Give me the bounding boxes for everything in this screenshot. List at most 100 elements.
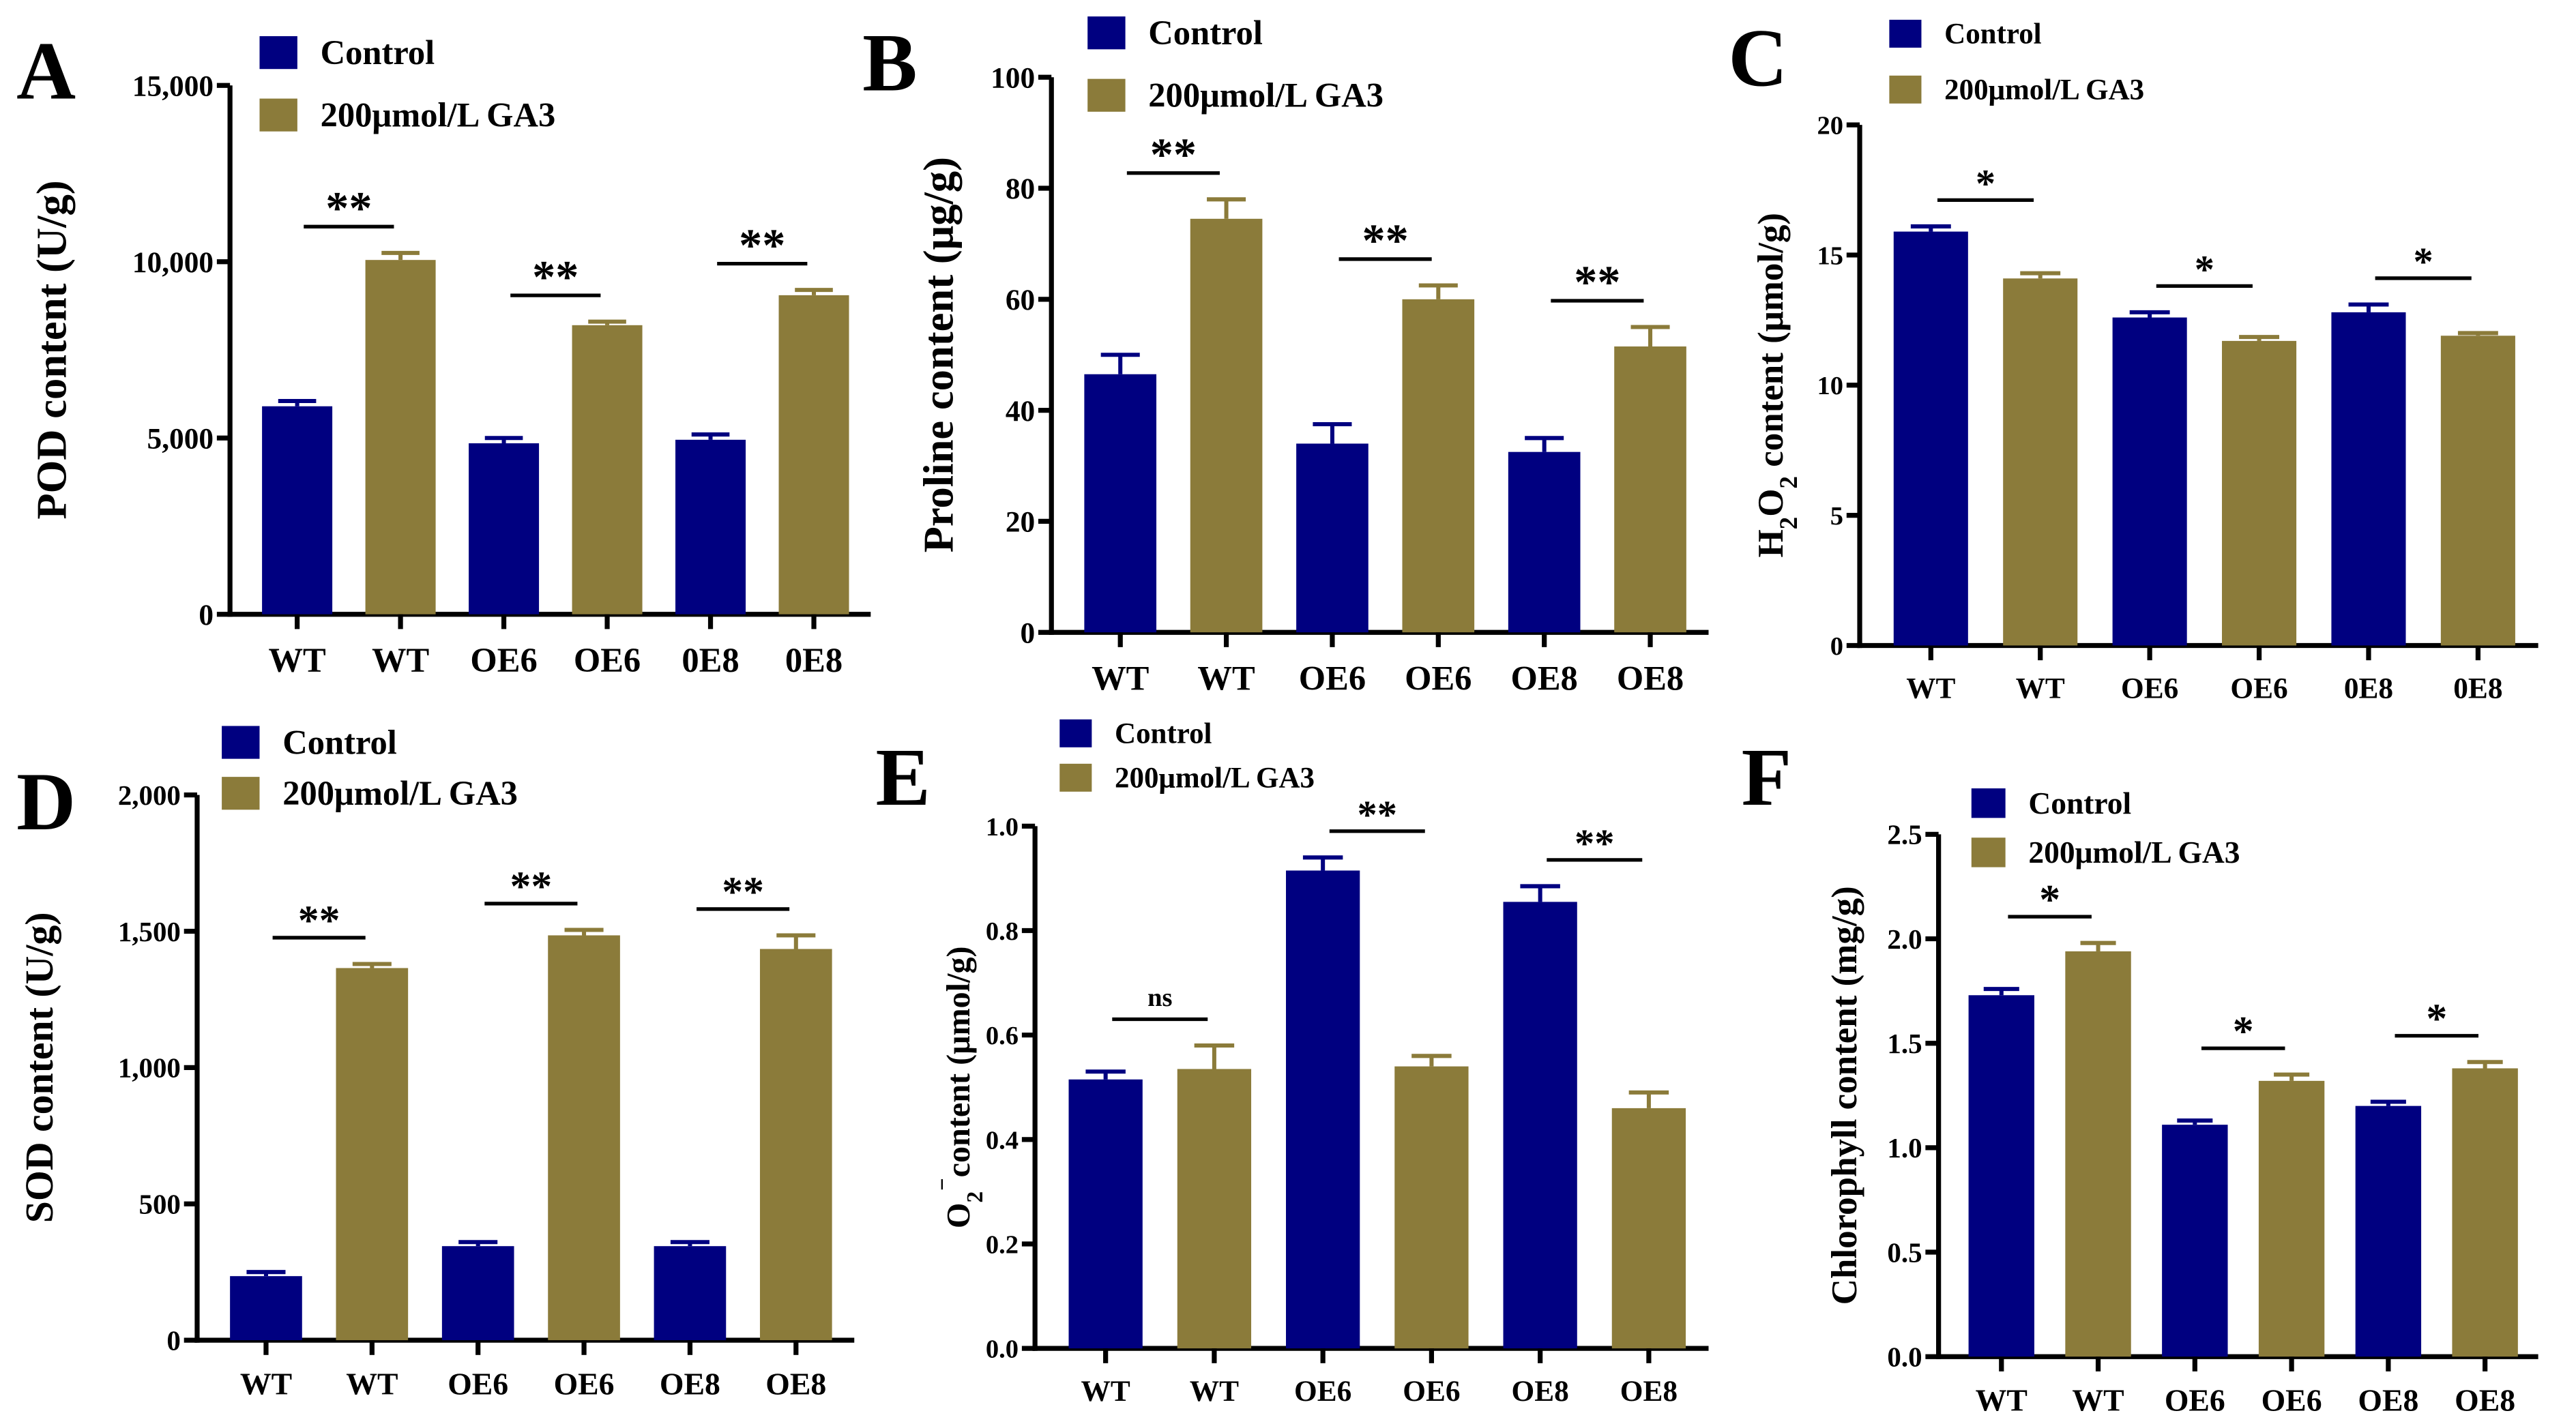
- x-tick-label: WT: [268, 641, 325, 679]
- ga3-bar: [1177, 1069, 1252, 1349]
- y-axis-label-part: H: [1751, 529, 1791, 557]
- x-tick-label: WT: [240, 1367, 292, 1401]
- y-tick-label: 0: [166, 1325, 180, 1356]
- legend-swatch-0: [259, 36, 297, 70]
- x-tick-label: 0E8: [2453, 672, 2502, 705]
- y-tick-label: 0.6: [986, 1022, 1019, 1050]
- control-bar: [441, 1246, 514, 1341]
- significance-label: **: [325, 181, 372, 233]
- y-tick-label: 60: [1006, 284, 1035, 316]
- y-tick-label: 20: [1817, 112, 1843, 140]
- ga3-bar: [365, 260, 436, 614]
- y-tick-label: 80: [1006, 173, 1035, 205]
- significance-label: *: [1976, 162, 1995, 206]
- control-bar: [2162, 1125, 2228, 1357]
- control-bar: [1508, 451, 1581, 633]
- control-bar: [1068, 1079, 1143, 1349]
- significance-label: **: [1575, 821, 1615, 865]
- x-tick-label: OE6: [2230, 672, 2287, 705]
- x-tick-label: OE8: [2455, 1383, 2515, 1418]
- significance-label: *: [2414, 239, 2433, 284]
- panel-e: E Control 200μmol/L GA3 0.0 0.2 0.4 0.6 0.8 1.0 O…: [876, 718, 1709, 1408]
- ga3-bar: [2003, 278, 2078, 646]
- control-bar: [1503, 902, 1577, 1349]
- legend-swatch-0: [1889, 19, 1922, 48]
- y-tick-label: 0: [1830, 632, 1843, 661]
- x-tick-label: OE8: [660, 1367, 720, 1401]
- x-tick-label: WT: [346, 1367, 398, 1401]
- panel-b: B Control 200μmol/L GA3 0 20 40 60 80 100 Proline…: [862, 14, 1709, 697]
- x-tick-label: WT: [1081, 1375, 1130, 1408]
- x-tick-label: WT: [372, 641, 429, 679]
- legend-swatch-1: [222, 777, 260, 810]
- panel-letter: D: [16, 757, 76, 848]
- y-axis-label: Chlorophyll content (mg/g): [1825, 886, 1864, 1305]
- significance-label: **: [1358, 792, 1398, 837]
- y-tick-label: 15: [1817, 241, 1843, 270]
- control-bar: [654, 1246, 727, 1341]
- y-tick-label: 1.0: [1887, 1133, 1922, 1163]
- control-bar: [1084, 374, 1157, 633]
- y-tick-label: 40: [1006, 395, 1035, 428]
- y-tick-label: 10: [1817, 372, 1843, 400]
- y-axis-label-part: SOD content (U/g): [18, 912, 61, 1223]
- ga3-bar: [336, 968, 409, 1341]
- legend-label: Control: [321, 33, 435, 72]
- control-bar: [1286, 870, 1360, 1349]
- y-tick-label: 100: [991, 61, 1035, 94]
- y-tick-label: 1,000: [118, 1053, 181, 1084]
- significance-label: *: [2233, 1008, 2254, 1054]
- ga3-bar: [2440, 336, 2515, 646]
- significance-label: **: [298, 898, 340, 944]
- control-bar: [2112, 317, 2187, 646]
- y-axis-label-part: O: [1751, 489, 1791, 517]
- y-axis-label-part: ⁻: [933, 1177, 961, 1191]
- y-axis-label-part: Chlorophyll content (mg/g): [1825, 886, 1864, 1305]
- y-axis-label-part: POD content (U/g): [27, 180, 75, 519]
- legend-label: Control: [1944, 18, 2042, 50]
- y-tick-label: 1,500: [118, 917, 181, 947]
- ga3-bar: [572, 325, 643, 614]
- y-tick-label: 500: [139, 1189, 181, 1220]
- y-axis-label-part: Proline content (μg/g): [915, 157, 963, 552]
- legend-label: 200μmol/L GA3: [282, 774, 518, 812]
- x-tick-label: WT: [2016, 672, 2065, 705]
- ga3-bar: [759, 949, 832, 1341]
- significance-label: **: [722, 869, 764, 915]
- significance-label: **: [510, 863, 553, 910]
- x-tick-label: OE6: [470, 641, 537, 679]
- legend-swatch-1: [1087, 78, 1126, 112]
- x-tick-label: WT: [1906, 672, 1955, 705]
- significance-label: **: [1150, 128, 1197, 180]
- y-tick-label: 5,000: [147, 422, 214, 455]
- panel-d: D Control 200μmol/L GA3 0 500 1,000 1,500 2,000…: [16, 723, 855, 1401]
- y-tick-label: 1.0: [986, 813, 1019, 842]
- ga3-bar: [2222, 340, 2297, 646]
- y-tick-label: 2.0: [1887, 924, 1922, 955]
- control-bar: [1296, 443, 1368, 633]
- y-tick-label: 1.5: [1887, 1028, 1922, 1059]
- significance-label: **: [1574, 256, 1620, 308]
- control-bar: [262, 406, 333, 614]
- legend-label: 200μmol/L GA3: [1944, 74, 2144, 106]
- panel-f: F Control 200μmol/L GA3 0.0 0.5 1.0 1.5 2.0 2.5 C…: [1742, 732, 2538, 1418]
- y-axis-label-part: content (μmol/g): [1751, 213, 1791, 476]
- y-tick-label: 2,000: [118, 780, 181, 811]
- legend-label: Control: [1115, 718, 1212, 750]
- significance-label: **: [532, 250, 579, 302]
- significance-label: ns: [1147, 983, 1172, 1012]
- y-axis-label-part: 2: [962, 1191, 987, 1203]
- x-tick-label: OE8: [1620, 1375, 1678, 1408]
- control-bar: [675, 439, 746, 614]
- y-tick-label: 15,000: [132, 70, 214, 102]
- y-tick-label: 2.5: [1887, 820, 1922, 850]
- legend-label: 200μmol/L GA3: [1115, 762, 1315, 795]
- y-tick-label: 0.0: [986, 1335, 1019, 1364]
- x-tick-label: WT: [2072, 1383, 2124, 1418]
- ga3-bar: [1611, 1108, 1686, 1349]
- legend-swatch-0: [1059, 719, 1092, 747]
- x-tick-label: OE6: [448, 1367, 508, 1401]
- legend-swatch-0: [222, 726, 260, 759]
- y-axis-label: H2O2 content (μmol/g): [1751, 213, 1803, 558]
